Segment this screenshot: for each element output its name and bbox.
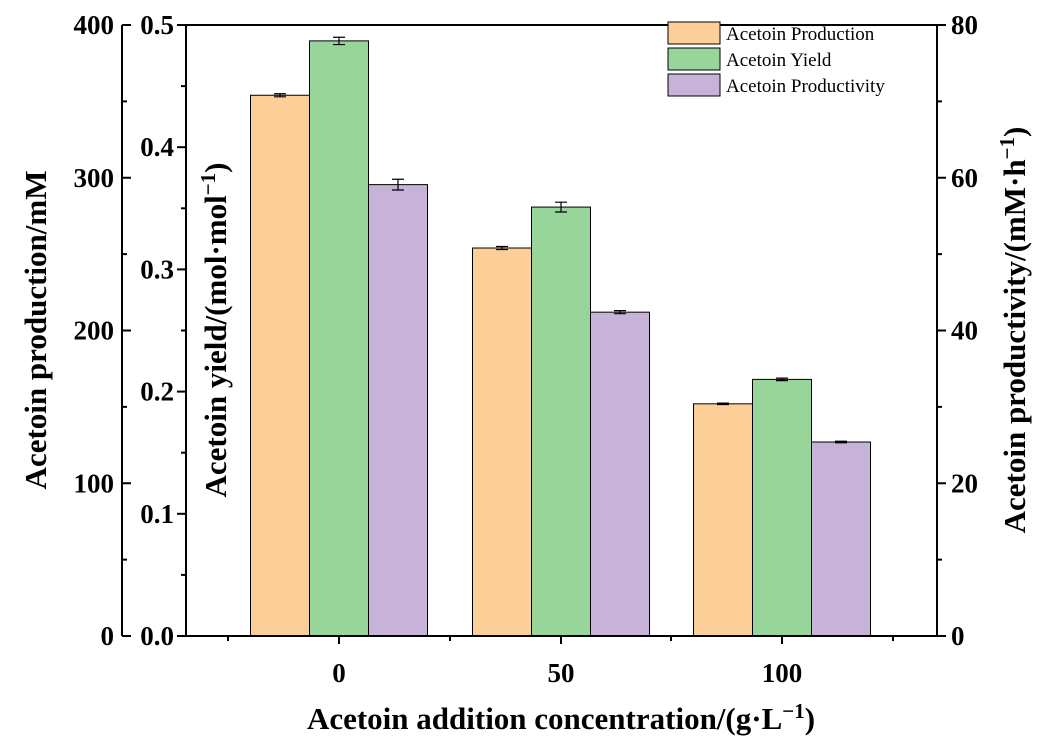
bar-acetoin-production-0 bbox=[250, 94, 310, 637]
y-inner-tick-label: 0.4 bbox=[140, 132, 174, 162]
y-inner-tick-label: 0.0 bbox=[140, 621, 174, 651]
y-outer-tick-label: 0 bbox=[101, 621, 115, 651]
bar-acetoin-yield-0 bbox=[309, 40, 369, 637]
bar-acetoin-production-100 bbox=[693, 403, 753, 637]
y-right-tick-label: 0 bbox=[951, 621, 965, 651]
y-inner-tick-label: 0.5 bbox=[140, 10, 174, 40]
bar-acetoin-yield-50 bbox=[531, 206, 591, 637]
y-inner-axis-title: Acetoin yield/(mol·mol−1) bbox=[196, 162, 233, 497]
y-inner-tick-label: 0.3 bbox=[140, 254, 174, 284]
legend-swatch bbox=[667, 47, 721, 71]
legend-swatch bbox=[667, 73, 721, 97]
x-tick-label: 100 bbox=[762, 658, 803, 688]
error-bar bbox=[333, 36, 345, 46]
legend-label: Acetoin Productivity bbox=[726, 76, 885, 97]
y-outer-tick-label: 100 bbox=[74, 468, 115, 498]
bar-acetoin-productivity-50 bbox=[590, 311, 650, 637]
bar-acetoin-production-50 bbox=[472, 247, 532, 637]
error-bar bbox=[392, 178, 404, 191]
y-inner-tick-label: 0.2 bbox=[140, 377, 174, 407]
x-tick-label: 0 bbox=[332, 658, 346, 688]
y-right-tick-label: 60 bbox=[951, 163, 978, 193]
bar-acetoin-productivity-100 bbox=[811, 441, 871, 637]
error-bar bbox=[717, 402, 729, 406]
x-tick-label: 50 bbox=[548, 658, 575, 688]
error-bar bbox=[274, 93, 286, 98]
error-bar bbox=[555, 201, 567, 213]
error-bar bbox=[614, 310, 626, 315]
legend-label: Acetoin Yield bbox=[726, 50, 832, 71]
y-outer-tick-label: 400 bbox=[74, 10, 115, 40]
y-inner-tick-label: 0.1 bbox=[140, 499, 174, 529]
error-bar bbox=[776, 377, 788, 382]
legend-swatch bbox=[667, 21, 721, 45]
legend-label: Acetoin Production bbox=[726, 24, 875, 45]
error-bar bbox=[835, 440, 847, 444]
y-right-tick-label: 20 bbox=[951, 468, 978, 498]
x-axis-title: Acetoin addition concentration/(g·L−1) bbox=[307, 699, 815, 736]
bar-acetoin-yield-100 bbox=[752, 378, 812, 637]
bar-acetoin-productivity-0 bbox=[368, 184, 428, 637]
y-outer-tick-label: 300 bbox=[74, 163, 115, 193]
y-right-tick-label: 40 bbox=[951, 316, 978, 346]
error-bar bbox=[496, 245, 508, 251]
y-right-axis-title: Acetoin productivity/(mM·h−1) bbox=[995, 127, 1032, 534]
y-right-tick-label: 80 bbox=[951, 10, 978, 40]
y-outer-tick-label: 200 bbox=[74, 316, 115, 346]
y-outer-axis-title: Acetoin production/mM bbox=[18, 171, 53, 490]
